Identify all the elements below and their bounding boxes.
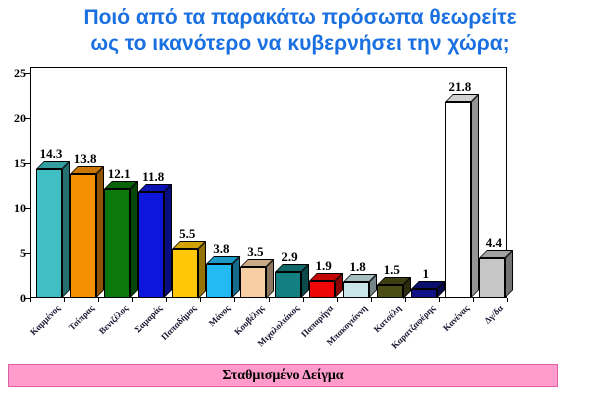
bar-side-face: [62, 161, 70, 298]
bar-14: [478, 258, 505, 298]
bar-side-face: [504, 250, 513, 298]
bar-8: [274, 271, 301, 298]
bar-side-face: [470, 93, 479, 298]
bar-value-label: 14.3: [39, 146, 63, 162]
bar-value-label: 1.9: [315, 257, 332, 273]
bar-5: [172, 248, 199, 298]
bar-value-label: 3.8: [213, 240, 230, 256]
x-axis-tick: [64, 298, 66, 302]
bar-value-label: 11.8: [142, 168, 165, 184]
x-axis-category-label: Παπαδήμος: [159, 303, 199, 343]
x-axis-tick: [336, 298, 338, 302]
bar-value-label: 12.1: [107, 166, 131, 182]
bar-value-label: 2.9: [281, 248, 298, 264]
bar-value-label: 5.5: [179, 225, 196, 241]
y-axis-tick: [24, 208, 30, 209]
bar-3: [104, 189, 131, 298]
x-axis-category-label: Μιχαλολιάκος: [255, 303, 301, 349]
x-axis-category-label: Βενιζέλος: [97, 303, 131, 337]
y-axis-tick-label: 20: [14, 111, 26, 125]
x-axis-category-label: Καμμένος: [27, 303, 63, 338]
x-axis-tick: [302, 298, 304, 302]
sample-banner: Σταθμισμένο Δείγμα: [8, 364, 558, 387]
chart-title: Ποιό από τα παρακάτω πρόσωπα θεωρείτε ως…: [0, 5, 600, 57]
x-axis-tick: [98, 298, 100, 302]
x-axis-tick: [132, 298, 134, 302]
bar-10: [342, 281, 369, 298]
x-axis-category-label: Σαμαράς: [132, 303, 165, 335]
bar-11: [376, 284, 403, 298]
y-axis-tick: [24, 163, 30, 164]
bar-value-label: 13.8: [73, 150, 97, 166]
x-axis-tick: [507, 298, 508, 302]
y-axis-tick: [24, 253, 30, 254]
bar-1: [36, 169, 62, 298]
x-axis-category-label: Κατσέλη: [371, 303, 403, 335]
x-axis-category-label: Τσίπρας: [66, 303, 97, 333]
x-axis-tick: [30, 298, 31, 302]
x-axis-category-label: Μπακογιάννη: [324, 303, 369, 348]
y-axis-tick: [24, 298, 30, 299]
x-axis-tick: [438, 298, 440, 302]
x-axis-category-label: Καρατζαφέρης: [389, 303, 437, 351]
x-axis-tick: [166, 298, 168, 302]
x-axis-tick: [268, 298, 270, 302]
bar-value-label: 3.5: [247, 243, 264, 259]
x-axis-tick: [370, 298, 372, 302]
bar-side-face: [96, 165, 105, 298]
bar-value-label: 1.8: [349, 258, 366, 274]
y-axis-tick-label: 0: [20, 291, 26, 305]
bar-7: [240, 266, 267, 298]
x-axis-category-label: Κανένας: [440, 303, 471, 334]
bar-side-face: [130, 181, 139, 298]
y-axis-tick-label: 10: [14, 201, 26, 215]
chart-title-line2: ως το ικανότερο να κυβερνήσει την χώρα;: [90, 32, 510, 55]
bar-13: [444, 101, 471, 298]
sample-banner-label: Σταθμισμένο Δείγμα: [222, 367, 344, 383]
y-axis-tick-label: 25: [14, 66, 26, 80]
bar-12: [410, 289, 437, 298]
y-axis-tick-label: 5: [20, 246, 26, 260]
bar-value-label: 4.4: [485, 235, 503, 251]
chart-title-line1: Ποιό από τα παρακάτω πρόσωπα θεωρείτε: [83, 6, 517, 29]
x-axis-category-label: Μάνος: [207, 303, 233, 329]
bar-6: [206, 263, 233, 298]
x-axis-tick: [200, 298, 202, 302]
x-axis-category-label: Παπαρήγα: [298, 303, 335, 340]
bar-value-label: 1.5: [383, 261, 400, 277]
y-axis-tick: [24, 73, 30, 74]
y-axis-tick-label: 15: [14, 156, 26, 170]
x-axis-category-label: Δγ/δα: [482, 303, 505, 326]
bar-value-label: 21.8: [448, 78, 472, 94]
x-axis-tick: [234, 298, 236, 302]
x-axis-tick: [404, 298, 406, 302]
bar-value-label: 1: [422, 266, 430, 281]
x-axis-category-label: Κουβέλης: [232, 303, 267, 337]
y-axis-tick: [24, 118, 30, 119]
bar-4: [138, 191, 165, 298]
x-axis-tick: [472, 298, 474, 302]
bar-9: [308, 280, 335, 298]
bar-2: [70, 173, 97, 298]
